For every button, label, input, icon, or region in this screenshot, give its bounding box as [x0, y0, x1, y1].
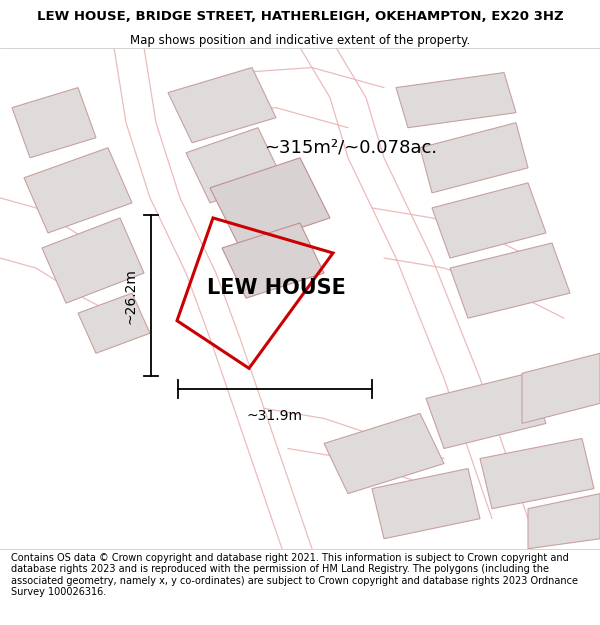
Text: Map shows position and indicative extent of the property.: Map shows position and indicative extent…: [130, 34, 470, 48]
Polygon shape: [426, 373, 546, 449]
Text: ~315m²/~0.078ac.: ~315m²/~0.078ac.: [264, 139, 437, 157]
Polygon shape: [528, 494, 600, 549]
Polygon shape: [168, 68, 276, 142]
Polygon shape: [78, 293, 150, 353]
Polygon shape: [396, 72, 516, 127]
Polygon shape: [42, 218, 144, 303]
Text: LEW HOUSE, BRIDGE STREET, HATHERLEIGH, OKEHAMPTON, EX20 3HZ: LEW HOUSE, BRIDGE STREET, HATHERLEIGH, O…: [37, 11, 563, 24]
Text: Contains OS data © Crown copyright and database right 2021. This information is : Contains OS data © Crown copyright and d…: [11, 552, 578, 598]
Polygon shape: [186, 127, 282, 203]
Polygon shape: [372, 469, 480, 539]
Polygon shape: [210, 158, 330, 248]
Polygon shape: [324, 413, 444, 494]
Text: ~26.2m: ~26.2m: [124, 268, 138, 324]
Polygon shape: [420, 122, 528, 193]
Polygon shape: [24, 148, 132, 233]
Polygon shape: [432, 183, 546, 258]
Polygon shape: [222, 223, 324, 298]
Text: LEW HOUSE: LEW HOUSE: [206, 278, 346, 298]
Polygon shape: [480, 439, 594, 509]
Text: ~31.9m: ~31.9m: [247, 409, 303, 423]
Polygon shape: [522, 353, 600, 424]
Polygon shape: [12, 88, 96, 158]
Polygon shape: [450, 243, 570, 318]
